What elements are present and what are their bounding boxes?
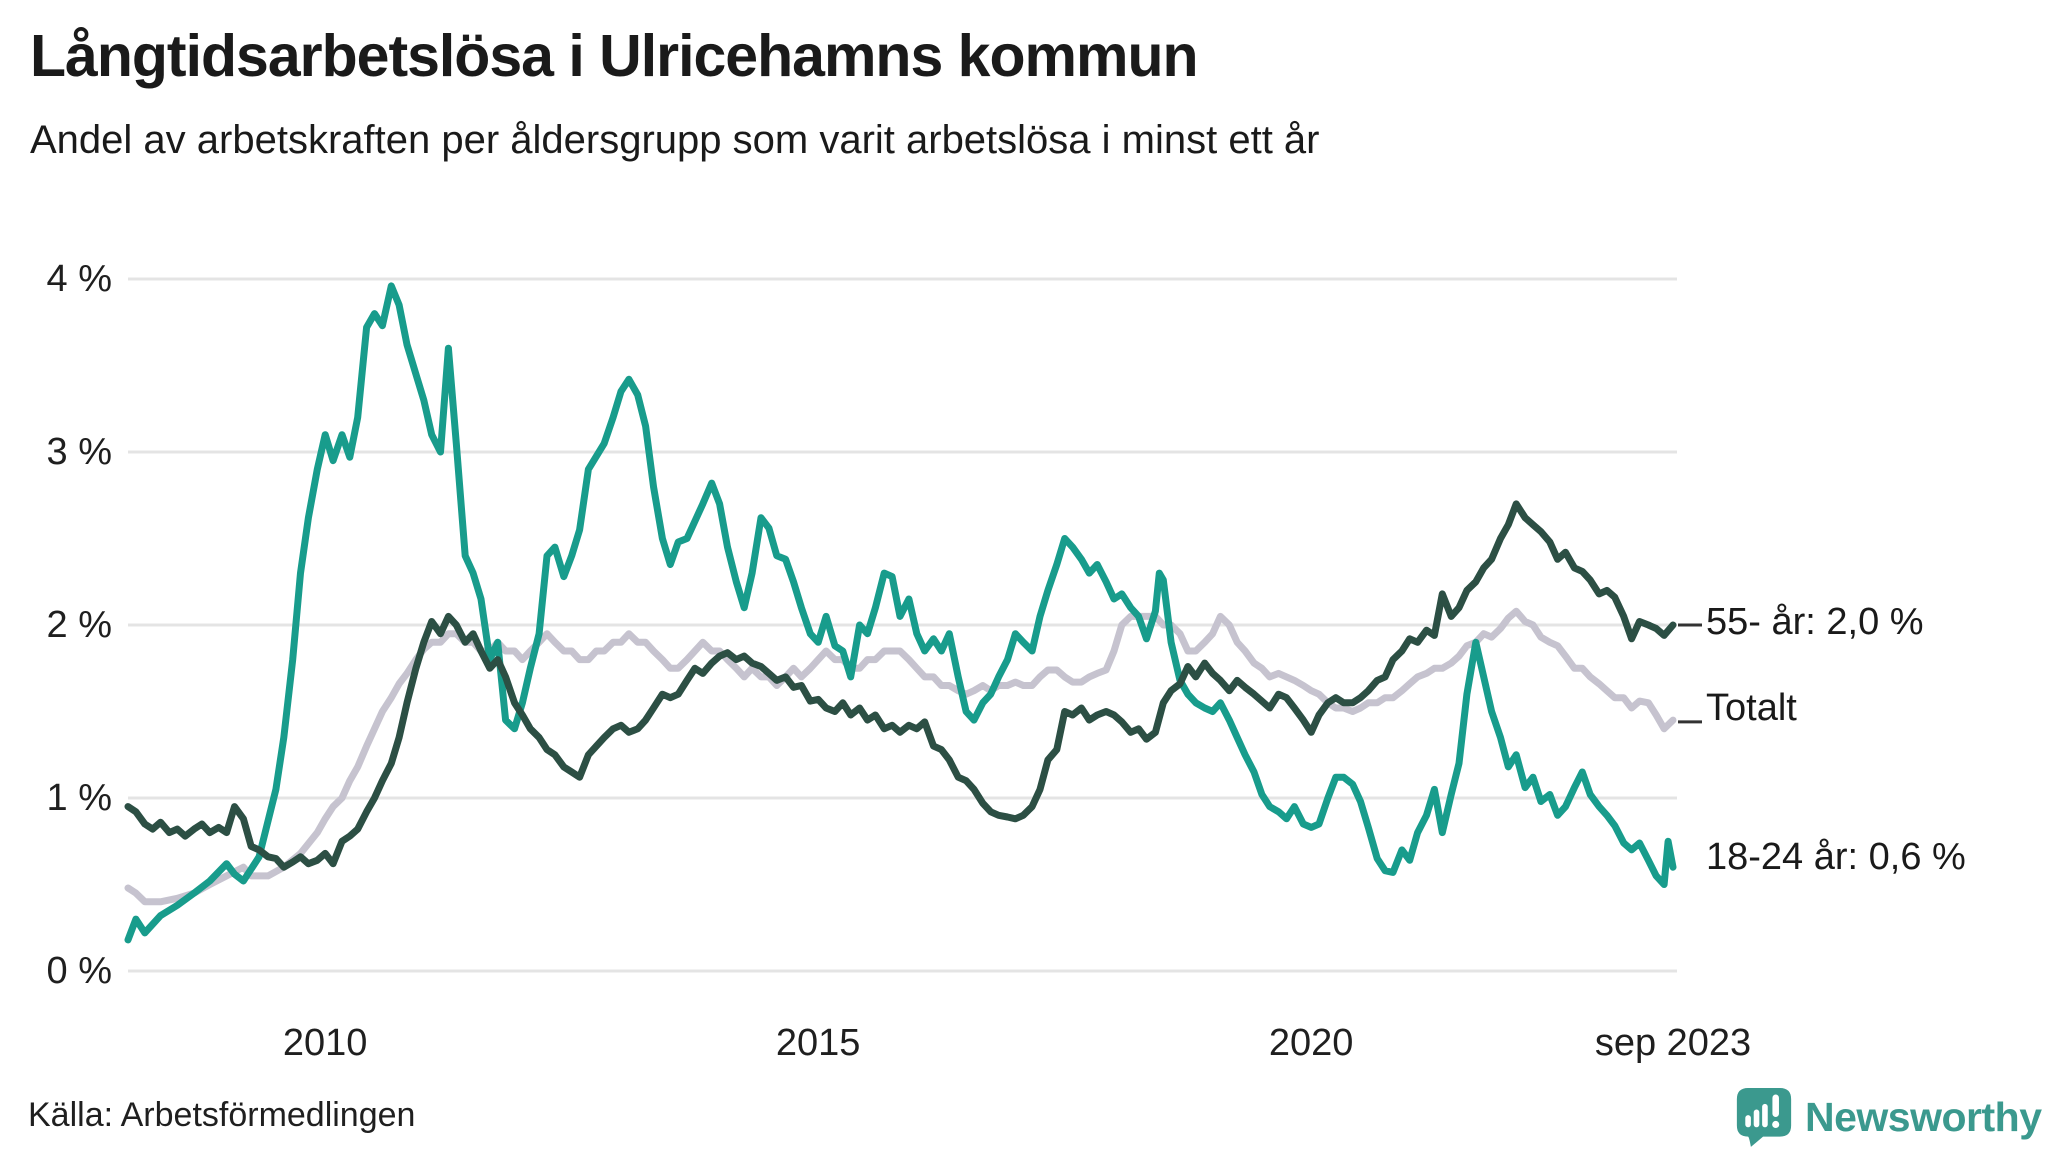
series-end-label: 55- år: 2,0 %	[1706, 600, 1924, 643]
source-note: Källa: Arbetsförmedlingen	[28, 1096, 416, 1134]
x-tick-label: 2015	[775, 1022, 861, 1064]
y-tick-label: 4 %	[46, 258, 112, 300]
y-tick-label: 2 %	[46, 604, 112, 646]
y-tick-label: 1 %	[46, 777, 112, 819]
newsworthy-logo: Newsworthy	[1735, 1086, 2042, 1148]
chart-subtitle: Andel av arbetskraften per åldersgrupp s…	[30, 118, 1320, 162]
series-end-label: 18-24 år: 0,6 %	[1706, 835, 1966, 878]
series-line-Totalt	[124, 607, 1677, 906]
x-tick-label: 2010	[282, 1022, 368, 1064]
series-line-55-r	[124, 500, 1677, 871]
x-tick-label: sep 2023	[1594, 1022, 1752, 1064]
newsworthy-speech-bubble-icon	[1736, 1088, 1792, 1147]
newsworthy-logo-text: Newsworthy	[1805, 1093, 2042, 1140]
series-line-18-24r	[124, 282, 1677, 944]
series-end-label: Totalt	[1706, 687, 1797, 730]
y-tick-label: 0 %	[46, 950, 112, 992]
x-tick-label: 2020	[1268, 1022, 1354, 1064]
chart-title: Långtidsarbetslösa i Ulricehamns kommun	[30, 23, 1199, 89]
y-tick-label: 3 %	[46, 431, 112, 473]
